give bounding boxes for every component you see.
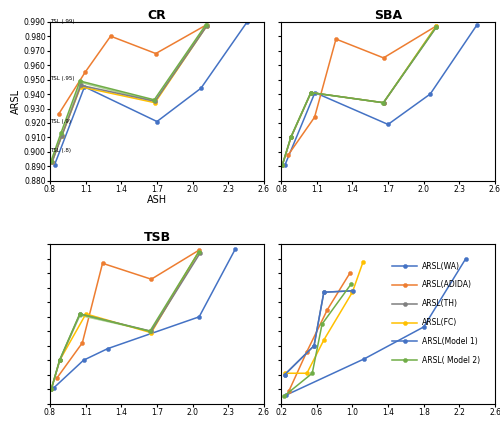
Text: ARSL(Model 1): ARSL(Model 1) — [422, 337, 478, 346]
Text: ARSL(TH): ARSL(TH) — [422, 299, 458, 308]
Text: ARSL(FC): ARSL(FC) — [422, 318, 457, 327]
Title: SBA: SBA — [374, 9, 402, 22]
Y-axis label: ARSL: ARSL — [11, 89, 21, 114]
Title: TSB: TSB — [144, 231, 171, 244]
Text: ARSL(ADIDA): ARSL(ADIDA) — [422, 280, 472, 289]
Title: CR: CR — [148, 9, 167, 22]
Text: ARSL(WA): ARSL(WA) — [422, 262, 460, 271]
Text: TSL (.95): TSL (.95) — [50, 76, 74, 81]
Text: ARSL( Model 2): ARSL( Model 2) — [422, 356, 480, 365]
Text: TSL (.9): TSL (.9) — [50, 119, 71, 124]
Text: TSL (.99): TSL (.99) — [50, 19, 74, 24]
Text: TSL (.8): TSL (.8) — [50, 148, 71, 153]
X-axis label: ASH: ASH — [147, 195, 167, 205]
